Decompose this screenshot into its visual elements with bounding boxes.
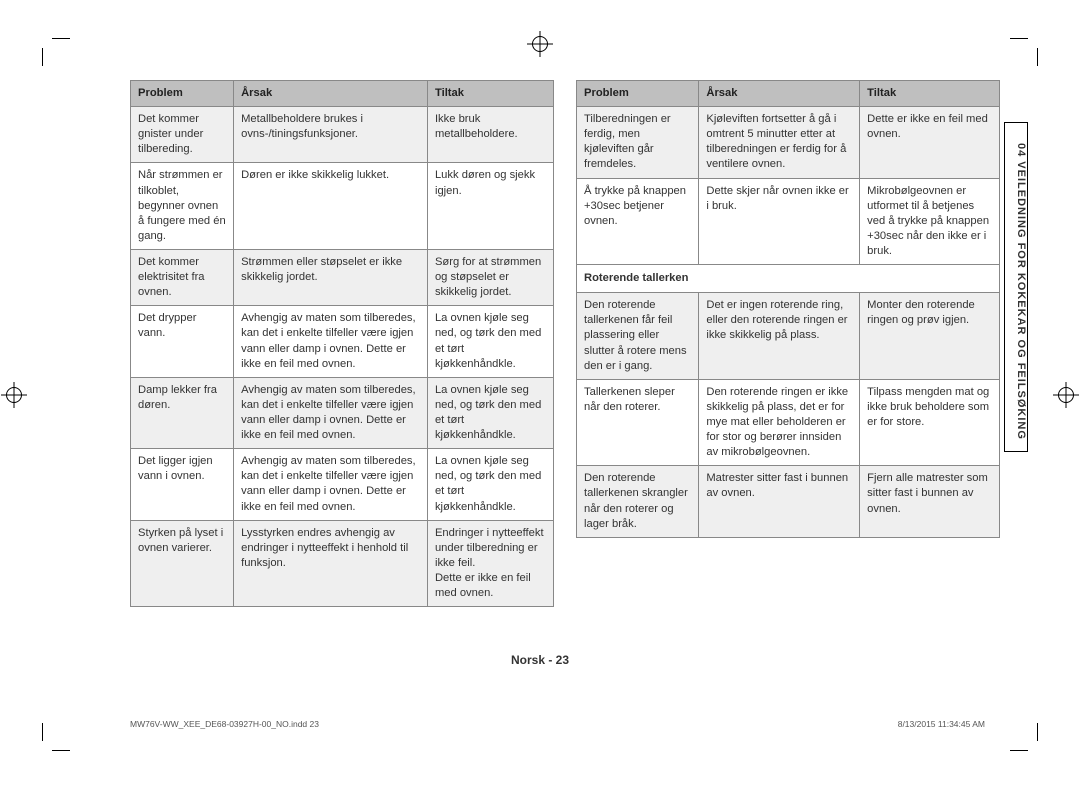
cell-cause: Avhengig av maten som tilberedes, kan de…	[234, 306, 428, 377]
crop-corner-tl	[42, 38, 70, 66]
cell-problem: Det kommer elektrisitet fra ovnen.	[131, 249, 234, 305]
table-row: Det kommer gnister under tilbereding.Met…	[131, 107, 554, 163]
footer-timestamp: 8/13/2015 11:34:45 AM	[898, 719, 985, 729]
content-columns: Problem Årsak Tiltak Det kommer gnister …	[130, 80, 1000, 607]
cell-action: La ovnen kjøle seg ned, og tørk den med …	[427, 449, 553, 520]
registration-mark-left	[6, 387, 22, 403]
right-column: Problem Årsak Tiltak Tilberedningen er f…	[576, 80, 1000, 607]
table-row: Damp lekker fra døren.Avhengig av maten …	[131, 377, 554, 448]
table-header-row: Problem Årsak Tiltak	[131, 81, 554, 107]
cell-problem: Det ligger igjen vann i ovnen.	[131, 449, 234, 520]
left-column: Problem Årsak Tiltak Det kommer gnister …	[130, 80, 554, 607]
section-header-label: Roterende tallerken	[577, 265, 1000, 293]
cell-action: Dette er ikke en feil med ovnen.	[860, 107, 1000, 178]
cell-cause: Avhengig av maten som tilberedes, kan de…	[234, 377, 428, 448]
cell-problem: Styrken på lyset i ovnen varierer.	[131, 520, 234, 607]
cell-problem: Det drypper vann.	[131, 306, 234, 377]
cell-problem: Når strømmen er tilkoblet, begynner ovne…	[131, 163, 234, 250]
cell-action: Ikke bruk metallbeholdere.	[427, 107, 553, 163]
cell-cause: Dette skjer når ovnen ikke er i bruk.	[699, 178, 860, 265]
cell-action: La ovnen kjøle seg ned, og tørk den med …	[427, 377, 553, 448]
cell-action: Endringer i nytteeffekt under tilberedni…	[427, 520, 553, 607]
cell-problem: Tallerkenen sleper når den roterer.	[577, 379, 699, 466]
cell-problem: Den roterende tallerkenen får feil plass…	[577, 293, 699, 380]
page-number: Norsk - 23	[0, 653, 1080, 667]
cell-cause: Lysstyrken endres avhengig av endringer …	[234, 520, 428, 607]
cell-problem: Damp lekker fra døren.	[131, 377, 234, 448]
crop-corner-br	[1010, 723, 1038, 751]
col-cause: Årsak	[234, 81, 428, 107]
cell-problem: Den roterende tallerkenen skrangler når …	[577, 466, 699, 537]
col-problem: Problem	[577, 81, 699, 107]
cell-action: Mikrobølgeovnen er utformet til å betjen…	[860, 178, 1000, 265]
table-row: Det drypper vann.Avhengig av maten som t…	[131, 306, 554, 377]
table-row: Styrken på lyset i ovnen varierer.Lyssty…	[131, 520, 554, 607]
cell-cause: Den roterende ringen er ikke skikkelig p…	[699, 379, 860, 466]
chapter-side-tab: 04 VEILEDNING FOR KOKEKAR OG FEILSØKING	[1004, 122, 1028, 452]
cell-cause: Døren er ikke skikkelig lukket.	[234, 163, 428, 250]
table-row: Tallerkenen sleper når den roterer.Den r…	[577, 379, 1000, 466]
crop-corner-bl	[42, 723, 70, 751]
cell-cause: Avhengig av maten som tilberedes, kan de…	[234, 449, 428, 520]
cell-action: Lukk døren og sjekk igjen.	[427, 163, 553, 250]
footer-filename: MW76V-WW_XEE_DE68-03927H-00_NO.indd 23	[130, 719, 319, 729]
cell-cause: Det er ingen roterende ring, eller den r…	[699, 293, 860, 380]
cell-action: Fjern alle matrester som sitter fast i b…	[860, 466, 1000, 537]
cell-cause: Strømmen eller støpselet er ikke skikkel…	[234, 249, 428, 305]
table-row: Det ligger igjen vann i ovnen.Avhengig a…	[131, 449, 554, 520]
cell-action: La ovnen kjøle seg ned, og tørk den med …	[427, 306, 553, 377]
table-row: Tilberedningen er ferdig, men kjølevifte…	[577, 107, 1000, 178]
cell-cause: Metallbeholdere brukes i ovns-/tiningsfu…	[234, 107, 428, 163]
cell-problem: Å trykke på knappen +30sec betjener ovne…	[577, 178, 699, 265]
cell-cause: Kjøleviften fortsetter å gå i omtrent 5 …	[699, 107, 860, 178]
col-cause: Årsak	[699, 81, 860, 107]
cell-problem: Det kommer gnister under tilbereding.	[131, 107, 234, 163]
col-action: Tiltak	[860, 81, 1000, 107]
crop-corner-tr	[1010, 38, 1038, 66]
page: Problem Årsak Tiltak Det kommer gnister …	[0, 0, 1080, 789]
cell-action: Monter den roterende ringen og prøv igje…	[860, 293, 1000, 380]
table-row: Det kommer elektrisitet fra ovnen.Strømm…	[131, 249, 554, 305]
table-row: Den roterende tallerkenen får feil plass…	[577, 293, 1000, 380]
section-header-row: Roterende tallerken	[577, 265, 1000, 293]
table-row: Å trykke på knappen +30sec betjener ovne…	[577, 178, 1000, 265]
cell-problem: Tilberedningen er ferdig, men kjølevifte…	[577, 107, 699, 178]
troubleshooting-table-left: Problem Årsak Tiltak Det kommer gnister …	[130, 80, 554, 607]
table-row: Den roterende tallerkenen skrangler når …	[577, 466, 1000, 537]
cell-action: Tilpass mengden mat og ikke bruk beholde…	[860, 379, 1000, 466]
troubleshooting-table-right: Problem Årsak Tiltak Tilberedningen er f…	[576, 80, 1000, 538]
cell-action: Sørg for at strømmen og støpselet er ski…	[427, 249, 553, 305]
col-problem: Problem	[131, 81, 234, 107]
cell-cause: Matrester sitter fast i bunnen av ovnen.	[699, 466, 860, 537]
col-action: Tiltak	[427, 81, 553, 107]
registration-mark-right	[1058, 387, 1074, 403]
table-header-row: Problem Årsak Tiltak	[577, 81, 1000, 107]
registration-mark-top	[532, 36, 548, 52]
table-row: Når strømmen er tilkoblet, begynner ovne…	[131, 163, 554, 250]
